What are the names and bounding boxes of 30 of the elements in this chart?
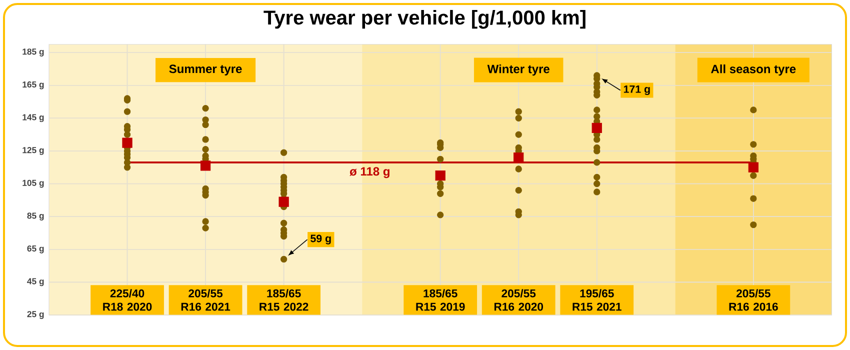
point <box>748 162 758 172</box>
chart-title: Tyre wear per vehicle [g/1,000 km] <box>264 10 586 29</box>
x-tick-label: 225/40 R18 2020 <box>103 289 152 311</box>
point <box>435 170 446 181</box>
point <box>592 122 602 134</box>
x-tick-label: 205/55 R16 2016 <box>729 289 778 311</box>
y-tick-label: 25 g <box>27 311 44 319</box>
annotation: All season tyre <box>711 64 796 76</box>
annotation: Winter tyre <box>487 64 550 76</box>
point <box>278 196 289 207</box>
x-tick-label: 205/55 R16 2020 <box>494 289 544 311</box>
y-tick-label: 65 g <box>27 245 44 254</box>
point <box>122 138 132 148</box>
x-tick-label: 185/65 R15 2019 <box>416 289 465 311</box>
annotation: 171 g <box>624 85 650 96</box>
y-tick-label: 125 g <box>22 147 44 155</box>
y-tick-label: 185 g <box>22 48 44 56</box>
x-tick-label: 205/55 R16 2021 <box>181 289 230 311</box>
ref-line-label: ø 118 g <box>350 167 390 178</box>
point <box>514 152 524 163</box>
x-tick-label: 185/65 R15 2022 <box>260 289 308 311</box>
y-tick-label: 105 g <box>22 180 44 188</box>
point <box>200 160 211 171</box>
annotation: 59 g <box>310 234 331 244</box>
x-tick-label: 195/65 R15 2021 <box>572 289 622 311</box>
annotation: Summer tyre <box>169 64 242 76</box>
y-tick-label: 45 g <box>27 278 44 286</box>
y-tick-label: 85 g <box>27 212 44 221</box>
y-tick-label: 165 g <box>22 81 44 90</box>
y-tick-label: 145 g <box>22 114 44 122</box>
